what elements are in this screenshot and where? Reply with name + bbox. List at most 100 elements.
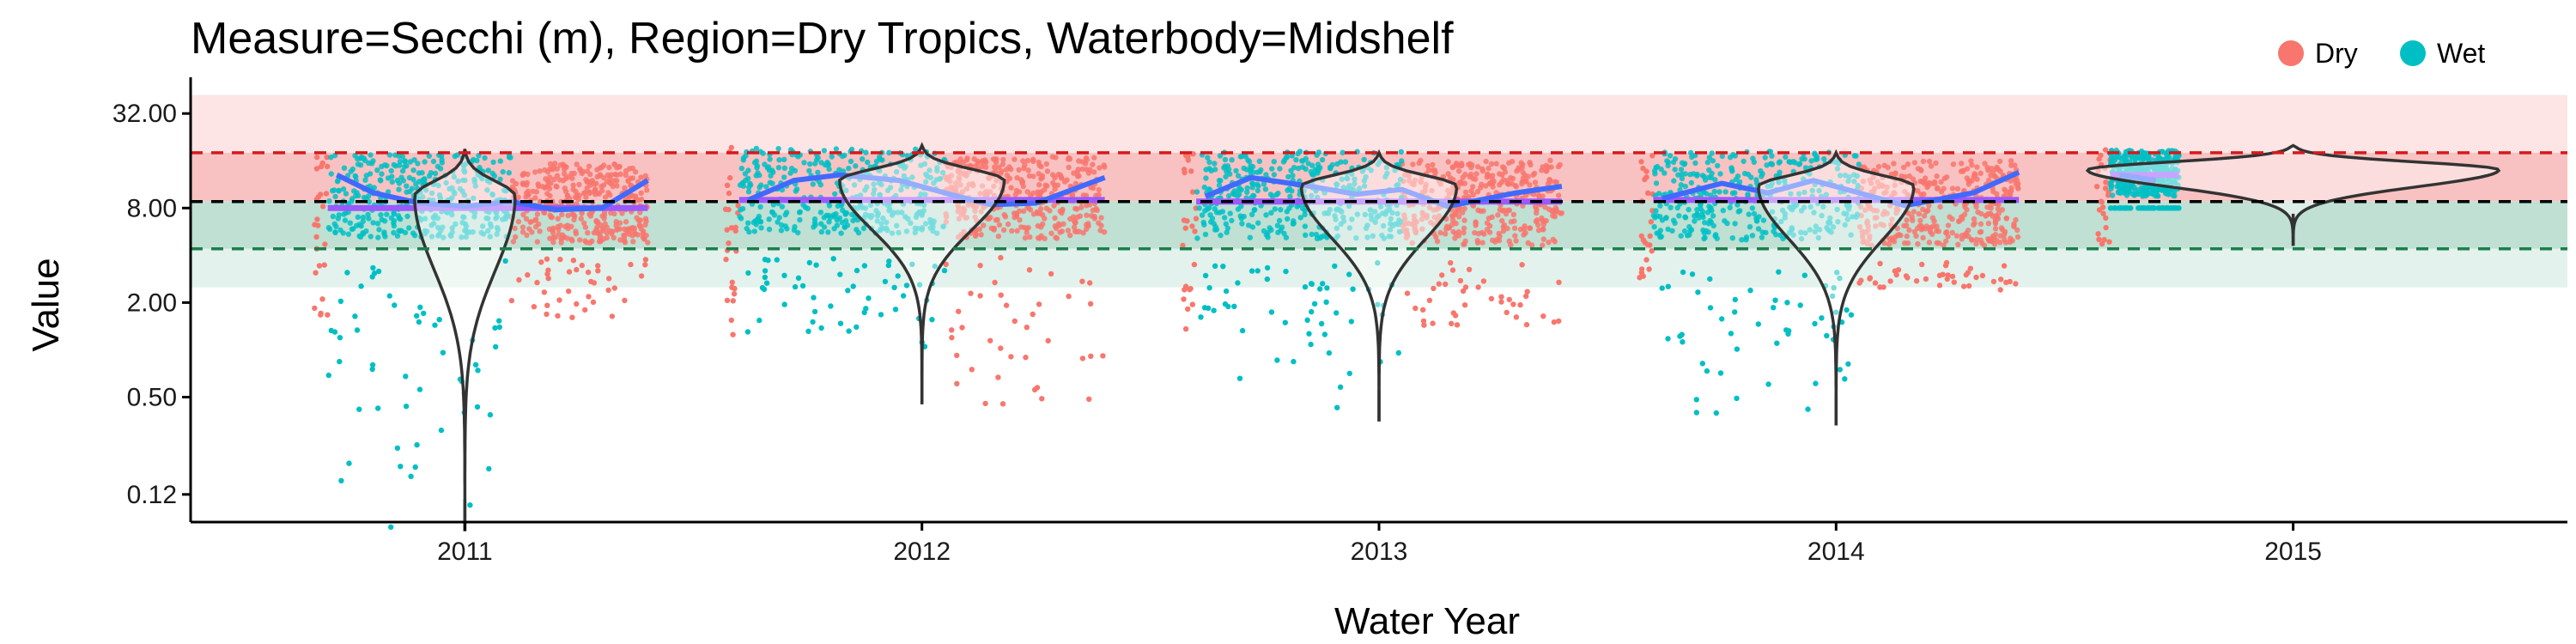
point-dry bbox=[1413, 219, 1420, 225]
point-wet bbox=[437, 166, 444, 172]
point-dry bbox=[1998, 276, 2004, 283]
point-wet bbox=[775, 165, 782, 171]
point-wet bbox=[1207, 212, 1213, 218]
point-wet bbox=[821, 148, 828, 154]
point-wet bbox=[795, 275, 802, 281]
point-dry bbox=[1189, 301, 1196, 307]
point-wet bbox=[1346, 370, 1353, 377]
point-dry bbox=[1096, 186, 1102, 193]
point-wet bbox=[1246, 222, 1252, 228]
point-dry bbox=[617, 237, 623, 243]
point-wet bbox=[507, 155, 513, 161]
point-wet bbox=[778, 228, 785, 234]
point-dry bbox=[1984, 165, 1990, 171]
point-wet bbox=[1710, 222, 1716, 228]
point-wet bbox=[1657, 203, 1663, 209]
point-wet bbox=[836, 167, 842, 173]
point-wet bbox=[806, 259, 812, 266]
point-dry bbox=[1475, 284, 1481, 290]
point-wet bbox=[1672, 167, 1678, 173]
point-wet bbox=[352, 313, 358, 319]
point-wet bbox=[1352, 180, 1358, 187]
point-dry bbox=[1402, 172, 1408, 178]
point-wet bbox=[1698, 205, 1704, 212]
point-dry bbox=[1454, 162, 1460, 168]
point-dry bbox=[1413, 229, 1419, 235]
year-group-2013 bbox=[1180, 149, 1565, 422]
point-wet bbox=[1678, 167, 1685, 173]
point-wet bbox=[1668, 204, 1674, 210]
point-wet bbox=[1669, 228, 1675, 234]
point-dry bbox=[723, 256, 729, 263]
point-wet bbox=[878, 221, 884, 227]
point-wet bbox=[1686, 232, 1692, 238]
point-dry bbox=[604, 234, 611, 241]
point-dry bbox=[1488, 161, 1495, 167]
point-wet bbox=[1282, 319, 1289, 325]
point-dry bbox=[554, 184, 560, 190]
point-wet bbox=[903, 283, 910, 289]
point-dry bbox=[1182, 283, 1189, 289]
point-wet bbox=[761, 286, 768, 293]
point-wet bbox=[922, 191, 928, 197]
point-wet bbox=[1212, 263, 1218, 269]
point-wet bbox=[889, 212, 896, 218]
point-dry bbox=[644, 187, 650, 193]
point-dry bbox=[1016, 189, 1023, 195]
point-wet bbox=[494, 224, 501, 231]
point-dry bbox=[611, 178, 617, 184]
point-dry bbox=[611, 210, 617, 217]
point-wet bbox=[1762, 155, 1768, 161]
point-dry bbox=[1431, 285, 1437, 292]
point-wet bbox=[449, 211, 455, 218]
point-dry bbox=[538, 259, 544, 265]
point-dry bbox=[1462, 284, 1469, 290]
point-dry bbox=[557, 162, 564, 168]
point-dry bbox=[981, 190, 987, 196]
point-wet bbox=[775, 146, 781, 152]
point-wet bbox=[1672, 155, 1679, 162]
point-wet bbox=[1319, 156, 1326, 163]
point-wet bbox=[366, 216, 372, 222]
point-wet bbox=[335, 216, 342, 222]
point-wet bbox=[751, 160, 758, 166]
point-wet bbox=[1737, 208, 1743, 214]
point-dry bbox=[1439, 272, 1445, 278]
point-dry bbox=[555, 216, 561, 222]
point-wet bbox=[1747, 288, 1753, 294]
point-dry bbox=[2011, 222, 2017, 229]
point-dry bbox=[1436, 213, 1443, 219]
point-dry bbox=[1926, 240, 1933, 246]
point-dry bbox=[1517, 301, 1523, 308]
point-wet bbox=[1321, 210, 1327, 216]
x-tick-label: 2015 bbox=[2264, 538, 2322, 566]
point-dry bbox=[1892, 268, 1898, 274]
point-dry bbox=[1461, 302, 1468, 308]
point-wet bbox=[1314, 235, 1321, 241]
point-wet bbox=[886, 208, 892, 214]
point-dry bbox=[1404, 290, 1411, 296]
point-wet bbox=[496, 318, 502, 324]
point-wet bbox=[1300, 158, 1306, 164]
point-wet bbox=[1346, 271, 1352, 277]
point-dry bbox=[1877, 260, 1883, 267]
point-wet bbox=[462, 169, 468, 175]
point-wet bbox=[1230, 190, 1236, 197]
point-dry bbox=[1420, 318, 1427, 325]
point-wet bbox=[874, 218, 880, 224]
point-wet bbox=[745, 175, 751, 181]
point-wet bbox=[765, 164, 772, 170]
point-dry bbox=[314, 216, 320, 222]
point-dry bbox=[1098, 215, 1104, 221]
point-dry bbox=[1965, 283, 1972, 289]
point-wet bbox=[1286, 205, 1292, 211]
point-wet bbox=[811, 224, 817, 230]
point-wet bbox=[864, 184, 870, 190]
point-wet bbox=[411, 157, 417, 163]
point-dry bbox=[597, 233, 604, 239]
point-dry bbox=[1425, 167, 1432, 173]
point-dry bbox=[1550, 208, 1556, 214]
point-dry bbox=[534, 239, 540, 245]
point-dry bbox=[1638, 266, 1645, 272]
point-wet bbox=[1235, 173, 1242, 179]
